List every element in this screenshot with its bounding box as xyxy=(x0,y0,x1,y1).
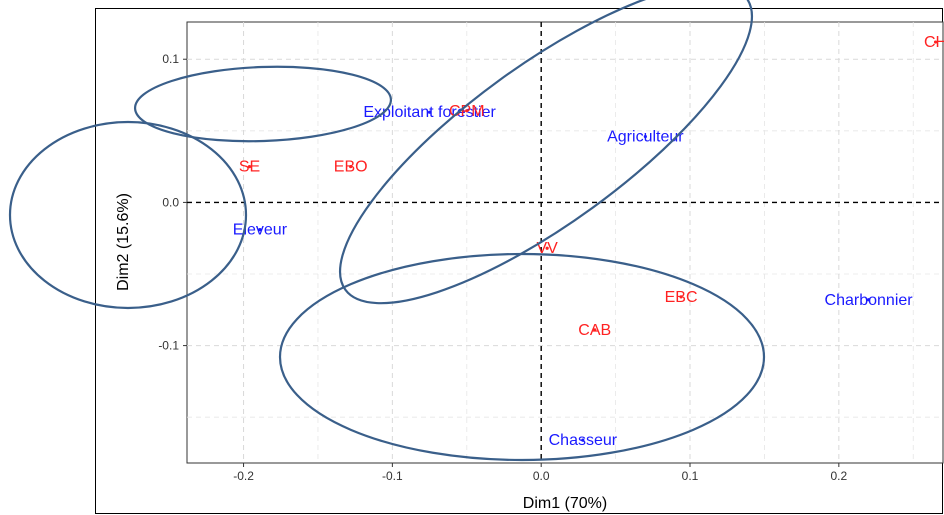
data-point xyxy=(933,40,938,44)
x-tick-label: -0.2 xyxy=(233,469,254,483)
point-label: Agriculteur xyxy=(607,129,684,146)
point-label: Charbonnier xyxy=(825,292,914,309)
data-point xyxy=(866,298,871,302)
point-label: Eleveur xyxy=(233,222,288,239)
y-tick-label: 0.0 xyxy=(162,195,179,209)
point-label: EBO xyxy=(334,159,368,176)
data-point xyxy=(643,134,647,139)
data-point xyxy=(258,228,262,232)
plot-panel xyxy=(186,21,944,464)
x-axis-title: Dim1 (70%) xyxy=(523,495,607,512)
group-ellipse xyxy=(8,120,248,310)
group-ellipse xyxy=(278,252,766,462)
point-label: EBC xyxy=(665,289,698,306)
y-axis-title: Dim2 (15.6%) xyxy=(115,193,132,291)
data-point xyxy=(465,109,469,113)
data-point xyxy=(349,165,353,169)
point-label: VV xyxy=(536,240,558,257)
data-point xyxy=(593,328,597,332)
group-ellipse xyxy=(133,65,393,143)
y-tick-label: 0.1 xyxy=(162,52,179,66)
x-tick-label: 0.2 xyxy=(830,469,847,483)
group-ellipse xyxy=(338,0,754,305)
data-point xyxy=(545,246,549,250)
data-point xyxy=(581,438,585,442)
y-tick-label: -0.1 xyxy=(158,339,179,353)
data-point xyxy=(679,295,683,299)
data-point xyxy=(247,165,252,169)
x-tick-label: 0.1 xyxy=(682,469,699,483)
point-label: CAB xyxy=(578,322,611,339)
x-tick-label: 0.0 xyxy=(533,469,550,483)
data-point xyxy=(427,110,432,114)
axis-ticks: -0.2 -0.1 0.0 0.1 0.2 -0.1 0.0 0.1 xyxy=(158,52,847,483)
x-tick-label: -0.1 xyxy=(382,469,403,483)
point-label: CPM xyxy=(449,103,485,120)
group-ellipses xyxy=(8,0,766,462)
point-label: CH xyxy=(924,34,944,51)
point-label: SE xyxy=(239,159,260,176)
point-label: Chasseur xyxy=(549,432,618,449)
